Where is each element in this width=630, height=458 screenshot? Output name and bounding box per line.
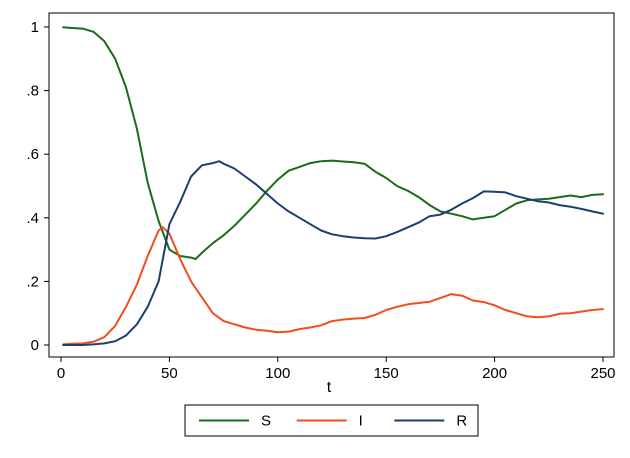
- legend-label-S: S: [261, 413, 271, 430]
- x-tick-label: 0: [57, 365, 65, 382]
- y-axis: 0 .2 .4 .6 .8 1: [26, 19, 49, 354]
- y-tick-label: .6: [26, 146, 39, 163]
- series-line-S: [62, 26, 604, 261]
- x-tick-label: 200: [482, 365, 507, 382]
- y-tick-label: 0: [31, 337, 39, 354]
- y-tick-label: 1: [31, 19, 39, 36]
- x-axis: 0 50 100 150 200 250: [57, 357, 616, 382]
- y-tick-label: .2: [26, 273, 39, 290]
- x-axis-title: t: [327, 379, 332, 396]
- series-line-R: [62, 160, 604, 346]
- y-tick-label: .8: [26, 83, 39, 100]
- x-tick-label: 150: [374, 365, 399, 382]
- y-tick-label: .4: [26, 210, 39, 227]
- series-layer: [62, 26, 604, 346]
- plot-area: [48, 12, 615, 358]
- x-tick-label: 50: [161, 365, 178, 382]
- legend-label-R: R: [456, 413, 467, 430]
- x-tick-label: 100: [265, 365, 290, 382]
- x-tick-label: 250: [590, 365, 615, 382]
- series-line-I: [62, 226, 604, 346]
- legend-label-I: I: [359, 413, 363, 430]
